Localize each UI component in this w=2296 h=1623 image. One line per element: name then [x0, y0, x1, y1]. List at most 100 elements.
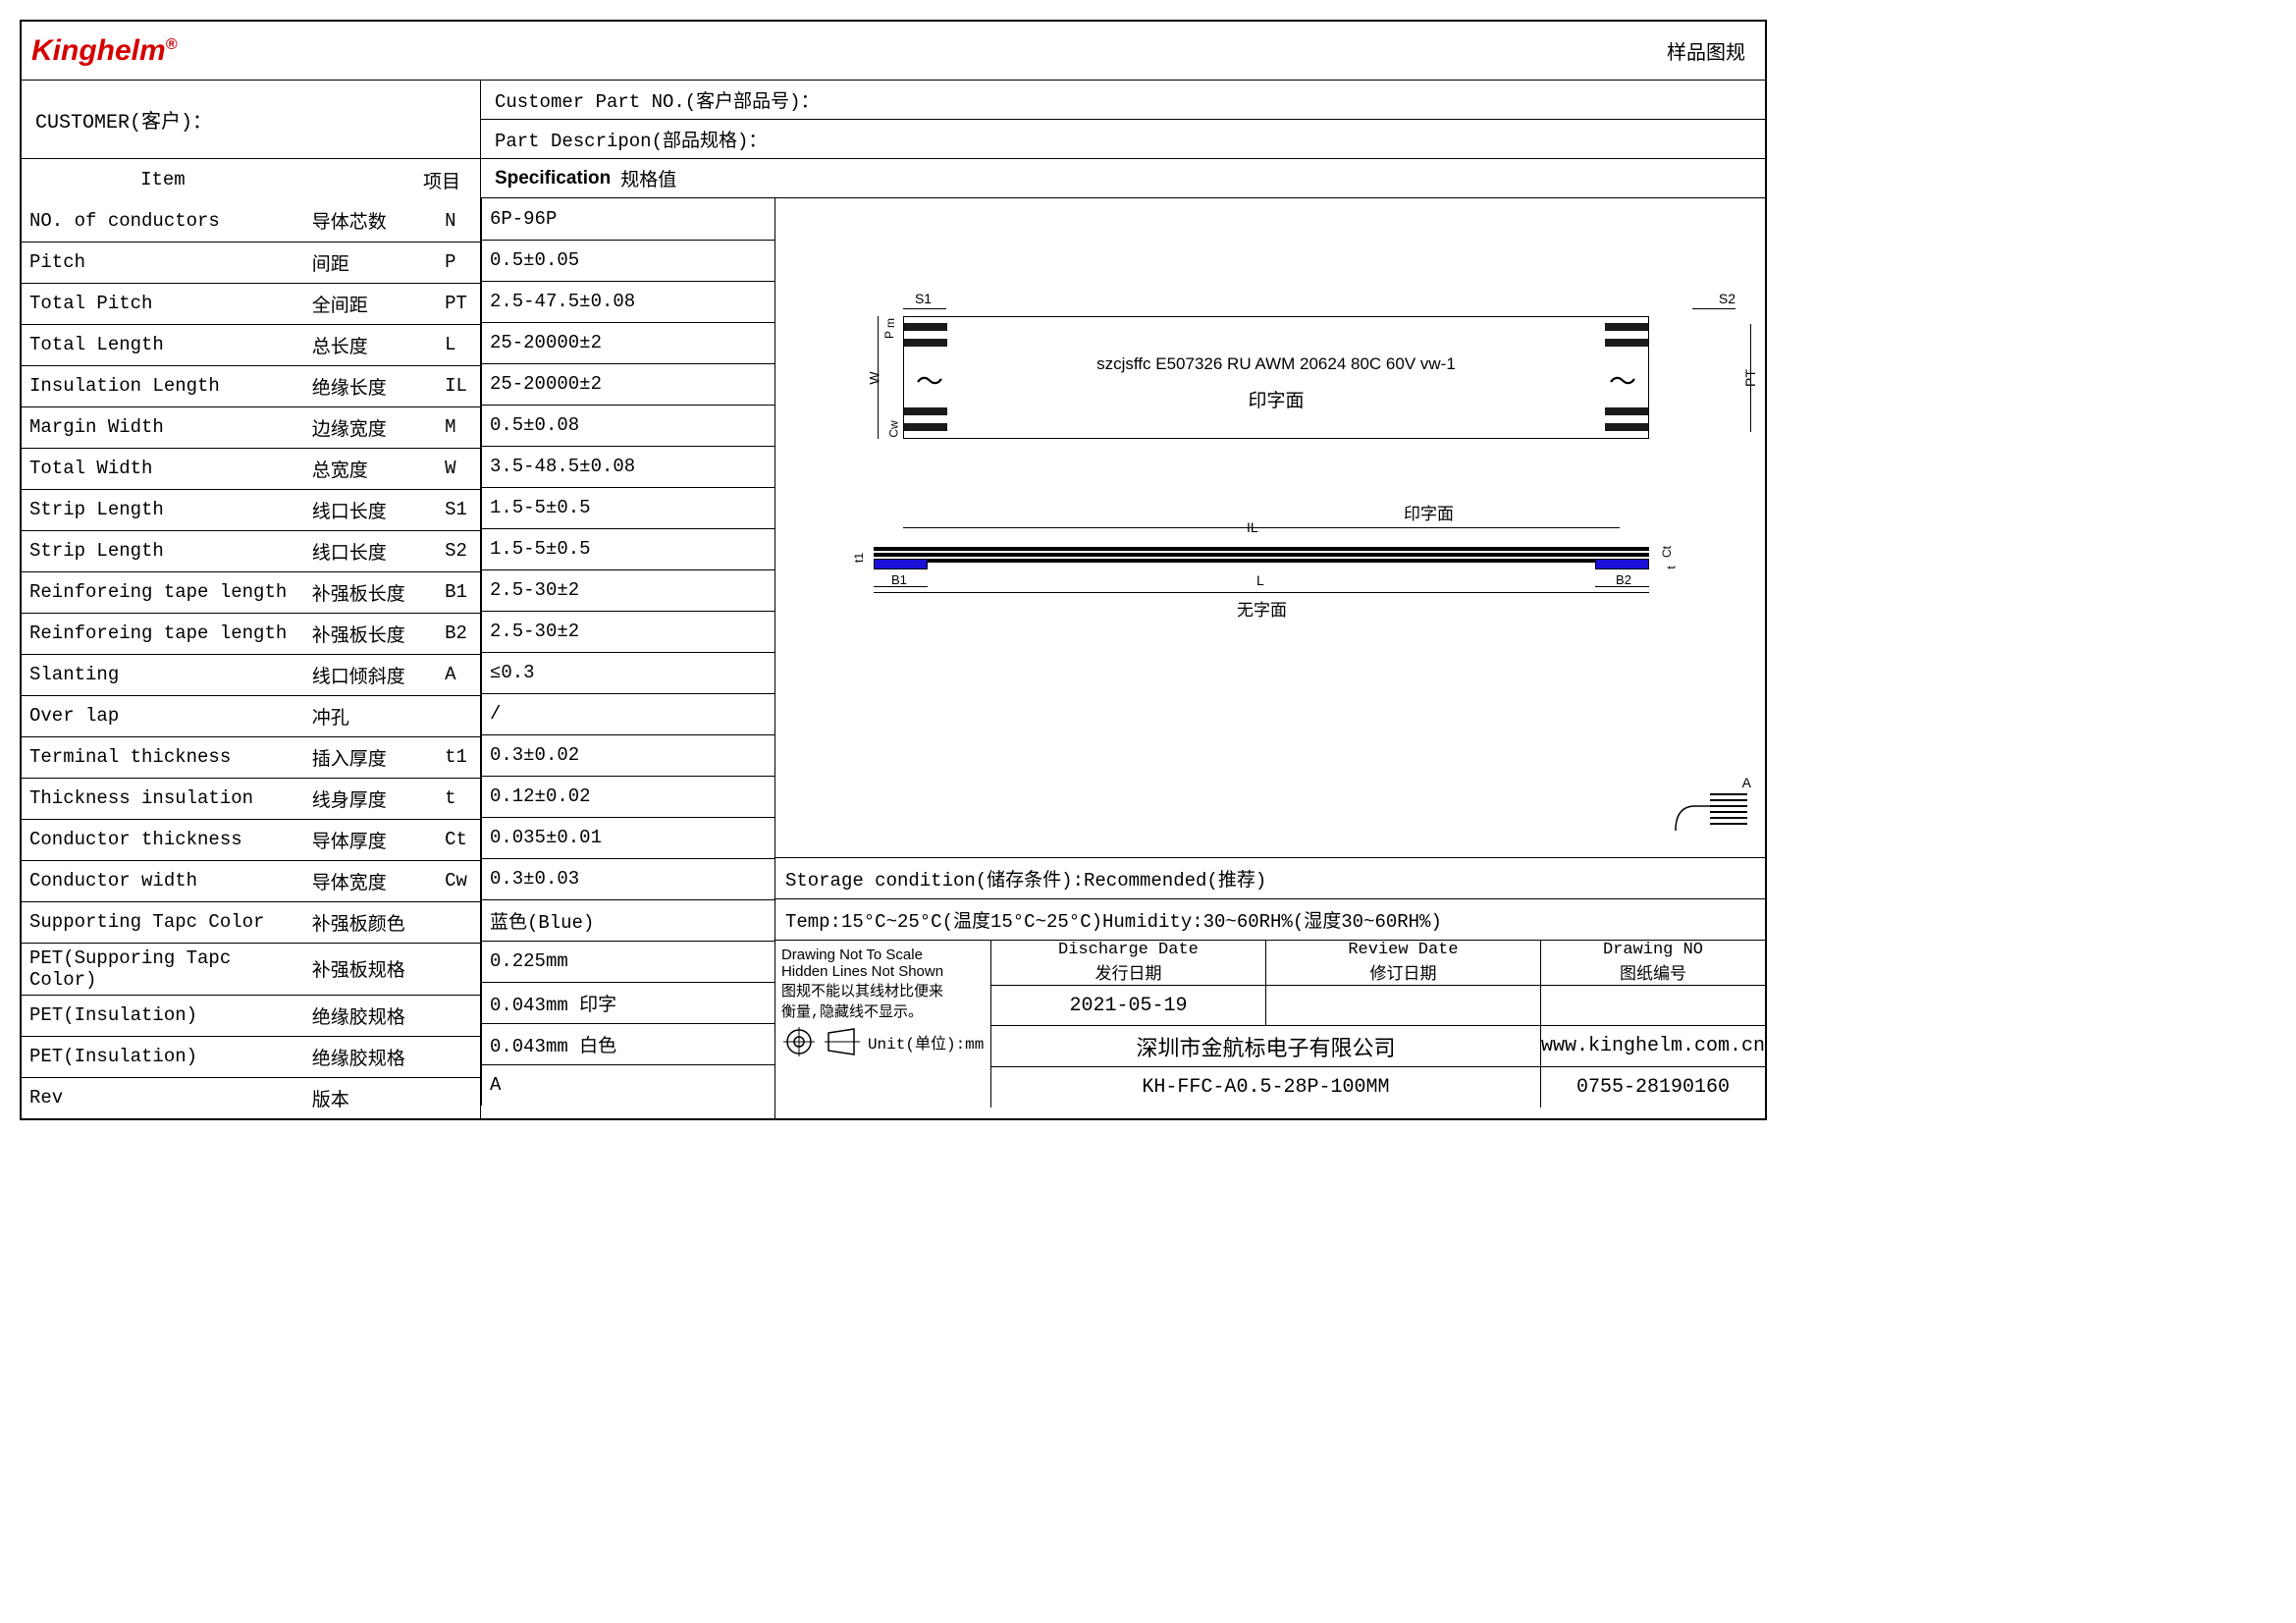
spec-value-row: 25-20000±2 [481, 363, 774, 405]
spec-en: PET(Insulation) [22, 1036, 304, 1077]
spec-value: / [481, 693, 774, 734]
cable-marking-text: szcjsffc E507326 RU AWM 20624 80C 60V vw… [904, 354, 1648, 374]
spec-sym: t1 [437, 736, 480, 778]
dim-s2: S2 [1719, 291, 1735, 306]
website: www.kinghelm.com.cn [1541, 1026, 1765, 1065]
spec-en: Margin Width [22, 406, 304, 448]
spec-en: PET(Insulation) [22, 995, 304, 1036]
dim-t: t [1664, 566, 1678, 568]
company-name: 深圳市金航标电子有限公司 [991, 1026, 1541, 1065]
spec-value-row: 0.5±0.05 [481, 240, 774, 281]
spec-en: Slanting [22, 654, 304, 695]
spec-cn: 插入厚度 [304, 736, 437, 778]
dim-m: m [883, 318, 897, 328]
dim-p: P [882, 331, 896, 339]
discharge-date-value: 2021-05-19 [991, 986, 1266, 1025]
spec-row: Slanting线口倾斜度A [22, 654, 480, 695]
customer-part-no: Customer Part NO.(客户部品号)： [481, 81, 1765, 120]
spec-value-row: 1.5-5±0.5 [481, 487, 774, 528]
spec-sym: t [437, 778, 480, 819]
discharge-date-header: Discharge Date 发行日期 [991, 941, 1266, 985]
dim-ct: Ct [1660, 546, 1674, 558]
dim-b2: B2 [1616, 572, 1631, 587]
drawing-no-value [1541, 986, 1765, 1025]
spec-value-row: 0.035±0.01 [481, 817, 774, 858]
spec-row: Total Width总宽度W [22, 448, 480, 489]
spec-row: Conductor width导体宽度Cw [22, 860, 480, 901]
review-date-value [1266, 986, 1541, 1025]
spec-value-row: 6P-96P [481, 198, 774, 240]
spec-sym: P [437, 242, 480, 283]
spec-row: Rev版本 [22, 1077, 480, 1118]
spec-en: Strip Length [22, 530, 304, 571]
spec-value-row: 0.043mm 白色 [481, 1023, 774, 1064]
spec-en: Total Width [22, 448, 304, 489]
spec-cn: 线口倾斜度 [304, 654, 437, 695]
spec-value-row: 2.5-30±2 [481, 569, 774, 611]
spec-en: Reinforeing tape length [22, 571, 304, 613]
drawing-sheet: Kinghelm® 样品图规 CUSTOMER(客户)： Item 项目 NO.… [20, 20, 1767, 1120]
spec-value: 0.043mm 白色 [481, 1023, 774, 1064]
spec-table: Item 项目 NO. of conductors导体芯数NPitch间距PTo… [22, 159, 480, 1118]
dim-l: L [1256, 572, 1264, 588]
scale-note: Drawing Not To Scale Hidden Lines Not Sh… [775, 941, 991, 1108]
spec-value-row: 0.3±0.03 [481, 858, 774, 899]
spec-value: ≤0.3 [481, 652, 774, 693]
spec-cn: 绝缘胶规格 [304, 995, 437, 1036]
spec-sym: IL [437, 365, 480, 406]
header-item: Item [22, 159, 304, 200]
spec-sym: A [437, 654, 480, 695]
spec-value: 25-20000±2 [481, 363, 774, 405]
spec-value-row: 2.5-30±2 [481, 611, 774, 652]
spec-value-row: 0.3±0.02 [481, 734, 774, 776]
projection-symbol-2 [825, 1027, 860, 1056]
spec-value: 蓝色(Blue) [481, 899, 774, 941]
spec-en: Total Pitch [22, 283, 304, 324]
spec-cn: 导体芯数 [304, 200, 437, 242]
part-number: KH-FFC-A0.5-28P-100MM [991, 1067, 1541, 1108]
spec-sym: M [437, 406, 480, 448]
spec-value: 0.5±0.08 [481, 405, 774, 446]
spec-column: CUSTOMER(客户)： Item 项目 NO. of conductors导… [22, 81, 481, 1118]
spec-en: Supporting Tapc Color [22, 901, 304, 943]
spec-value-row: 2.5-47.5±0.08 [481, 281, 774, 322]
spec-sym: S1 [437, 489, 480, 530]
header-xiangmu: 项目 [304, 159, 480, 200]
spec-en: NO. of conductors [22, 200, 304, 242]
spec-cn: 补强板颜色 [304, 901, 437, 943]
spec-cn: 补强板规格 [304, 943, 437, 995]
spec-value-row: 0.225mm [481, 941, 774, 982]
dim-s1: S1 [915, 291, 932, 306]
spec-row: Insulation Length绝缘长度IL [22, 365, 480, 406]
spec-value-header: Specification 规格值 [481, 159, 1765, 198]
spec-row: Thickness insulation线身厚度t [22, 778, 480, 819]
spec-value: 1.5-5±0.5 [481, 487, 774, 528]
title-block-right: Discharge Date 发行日期 Review Date 修订日期 Dra… [991, 941, 1765, 1108]
spec-cn: 线口长度 [304, 489, 437, 530]
spec-sym [437, 695, 480, 736]
spec-row: Margin Width边缘宽度M [22, 406, 480, 448]
spec-sym [437, 901, 480, 943]
spec-value: A [481, 1064, 774, 1106]
spec-en: Conductor width [22, 860, 304, 901]
spec-value: 25-20000±2 [481, 322, 774, 363]
header-row: Kinghelm® 样品图规 [22, 22, 1765, 81]
spec-row: Strip Length线口长度S2 [22, 530, 480, 571]
spec-en: PET(Supporing Tapc Color) [22, 943, 304, 995]
spec-value-row: 0.5±0.08 [481, 405, 774, 446]
spec-en: Terminal thickness [22, 736, 304, 778]
spec-sym: Cw [437, 860, 480, 901]
spec-en: Reinforeing tape length [22, 613, 304, 654]
spec-en: Conductor thickness [22, 819, 304, 860]
spec-sym: PT [437, 283, 480, 324]
spec-sym [437, 943, 480, 995]
spec-row: PET(Supporing Tapc Color)补强板规格 [22, 943, 480, 995]
spec-cn: 绝缘胶规格 [304, 1036, 437, 1077]
spec-sym [437, 1036, 480, 1077]
spec-cn: 间距 [304, 242, 437, 283]
spec-value-row: 25-20000±2 [481, 322, 774, 363]
spec-sym: Ct [437, 819, 480, 860]
unit-label: Unit(单位):mm [868, 1030, 984, 1054]
spec-value-row: A [481, 1064, 774, 1106]
spec-value: 0.12±0.02 [481, 776, 774, 817]
